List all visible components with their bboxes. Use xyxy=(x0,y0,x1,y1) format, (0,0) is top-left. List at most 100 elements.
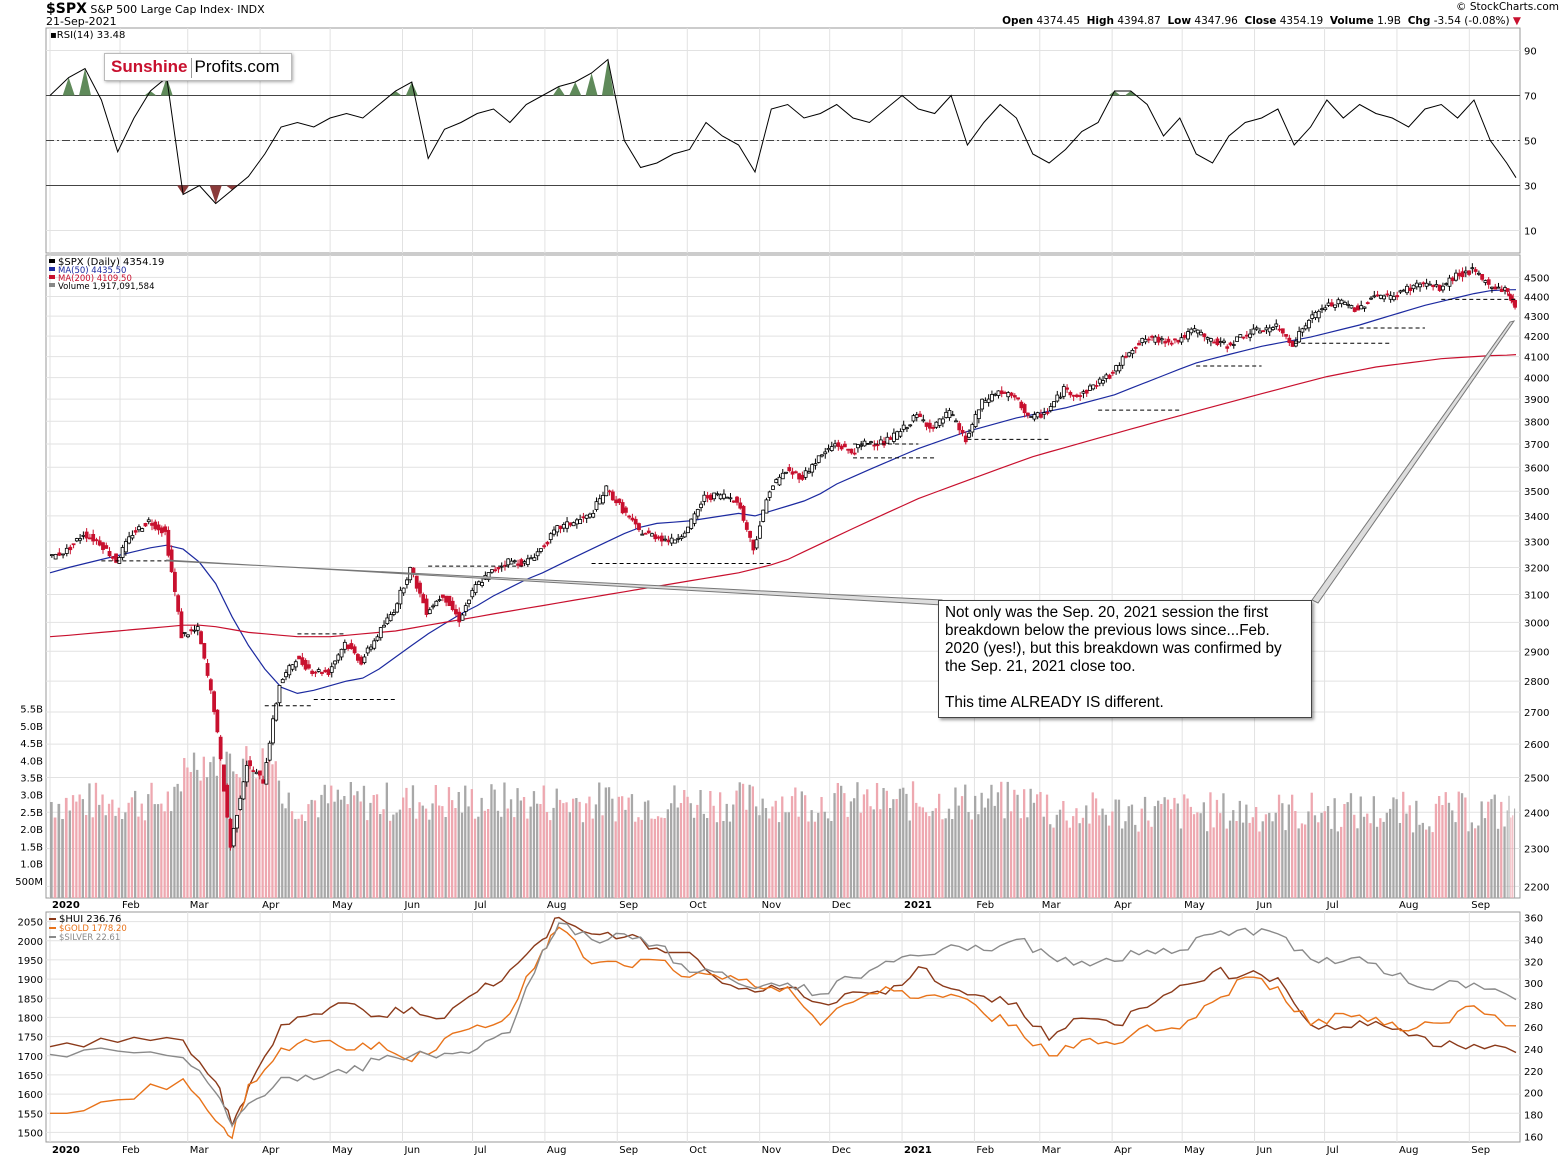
volume-bar xyxy=(1444,792,1447,898)
candle-body xyxy=(941,418,945,424)
volume-bar xyxy=(1160,804,1163,898)
volume-bar xyxy=(683,790,686,898)
metals-legend-item: $SILVER 22.61 xyxy=(59,933,120,943)
candle-body xyxy=(1146,338,1151,341)
price-legend-item: Volume 1,917,091,584 xyxy=(58,282,155,292)
volume-bar xyxy=(663,818,666,898)
volume-bar xyxy=(1508,795,1510,898)
metals-legend-item: $GOLD 1778.20 xyxy=(59,924,127,934)
volume-bar xyxy=(516,788,519,898)
volume-y-tick: 3.5B xyxy=(20,773,43,784)
candle-body xyxy=(215,709,220,733)
candle-body xyxy=(780,472,785,480)
x-tick-label: Mar xyxy=(1042,1145,1062,1156)
candle-body xyxy=(735,496,739,503)
candle-body xyxy=(1346,303,1351,306)
volume-bar xyxy=(856,782,859,898)
candle-body xyxy=(251,770,256,773)
volume-bar xyxy=(1209,792,1212,898)
volume-bar xyxy=(470,789,473,898)
volume-bar xyxy=(1385,812,1388,898)
volume-bar xyxy=(287,792,290,898)
candle-body xyxy=(1192,328,1197,332)
candle-body xyxy=(833,443,837,447)
metals-left-tick: 1650 xyxy=(18,1071,43,1082)
candle-body xyxy=(532,557,537,561)
candle-body xyxy=(1274,323,1279,327)
volume-bar xyxy=(1428,826,1431,898)
volume-bar xyxy=(1052,827,1055,898)
candle-body xyxy=(1339,299,1344,305)
volume-bar xyxy=(957,805,960,898)
candle-body xyxy=(284,672,288,678)
volume-bar xyxy=(771,806,774,898)
candle-body xyxy=(927,422,932,429)
volume-bar xyxy=(1186,798,1189,898)
candle-body xyxy=(803,470,808,478)
volume-bar xyxy=(974,795,977,898)
candle-body xyxy=(738,502,743,509)
volume-bar xyxy=(53,817,57,898)
volume-y-tick: 1.0B xyxy=(20,860,43,871)
candle-body xyxy=(1297,331,1302,343)
volume-bar xyxy=(1094,798,1098,898)
candle-body xyxy=(205,663,210,676)
x-tick-label: Sep xyxy=(1471,1145,1490,1156)
volume-bar xyxy=(1480,801,1483,898)
candle-body xyxy=(1378,294,1383,299)
candle-body xyxy=(617,498,622,504)
candle-body xyxy=(1349,305,1354,309)
volume-bar xyxy=(75,801,78,898)
candle-body xyxy=(610,491,615,501)
candle-body xyxy=(963,435,968,443)
volume-bar xyxy=(1457,791,1460,898)
volume-bar xyxy=(477,816,480,898)
candle-body xyxy=(427,609,432,614)
volume-bar xyxy=(1091,792,1094,898)
volume-bar xyxy=(588,796,591,898)
metals-right-tick: 360 xyxy=(1524,913,1543,924)
candle-body xyxy=(382,624,386,628)
candle-body xyxy=(588,513,592,518)
volume-bar xyxy=(660,817,663,898)
candle-body xyxy=(1267,327,1272,333)
candle-body xyxy=(924,422,929,427)
volume-y-tick: 4.5B xyxy=(20,739,43,750)
volume-bar xyxy=(166,791,169,898)
volume-bar xyxy=(768,818,771,898)
volume-y-tick: 3.0B xyxy=(20,791,43,802)
candle-body xyxy=(261,779,266,784)
index-name: S&P 500 Large Cap Index xyxy=(90,3,231,16)
candle-body xyxy=(774,479,779,484)
price-y-tick: 2800 xyxy=(1524,677,1549,688)
candle-body xyxy=(362,656,367,664)
x-tick-label: Dec xyxy=(832,1145,851,1156)
volume-y-tick: 4.0B xyxy=(20,756,43,767)
candle-body xyxy=(663,538,668,541)
metals-left-tick: 2000 xyxy=(18,937,43,948)
candle-body xyxy=(607,490,612,493)
volume-bar xyxy=(1389,808,1392,898)
metals-line-gold xyxy=(50,926,1517,1140)
price-y-tick: 3700 xyxy=(1524,440,1549,451)
volume-bar xyxy=(330,785,333,898)
candle-body xyxy=(1166,338,1171,343)
volume-bar xyxy=(179,791,183,898)
candle-body xyxy=(970,424,975,433)
candle-body xyxy=(627,515,632,518)
candle-body xyxy=(741,505,746,521)
candle-body xyxy=(640,533,645,536)
volume-bar xyxy=(797,816,800,898)
candle-body xyxy=(787,467,792,471)
volume-bar xyxy=(810,810,813,898)
volume-bar xyxy=(1464,797,1467,898)
volume-bar xyxy=(107,803,111,898)
candle-body xyxy=(61,553,65,556)
volume-bar xyxy=(745,809,748,898)
volume-bar xyxy=(117,807,120,898)
candle-body xyxy=(637,523,641,531)
candle-body xyxy=(1480,274,1485,280)
candle-body xyxy=(1313,312,1318,319)
candle-body xyxy=(842,443,847,448)
volume-bar xyxy=(692,817,696,898)
